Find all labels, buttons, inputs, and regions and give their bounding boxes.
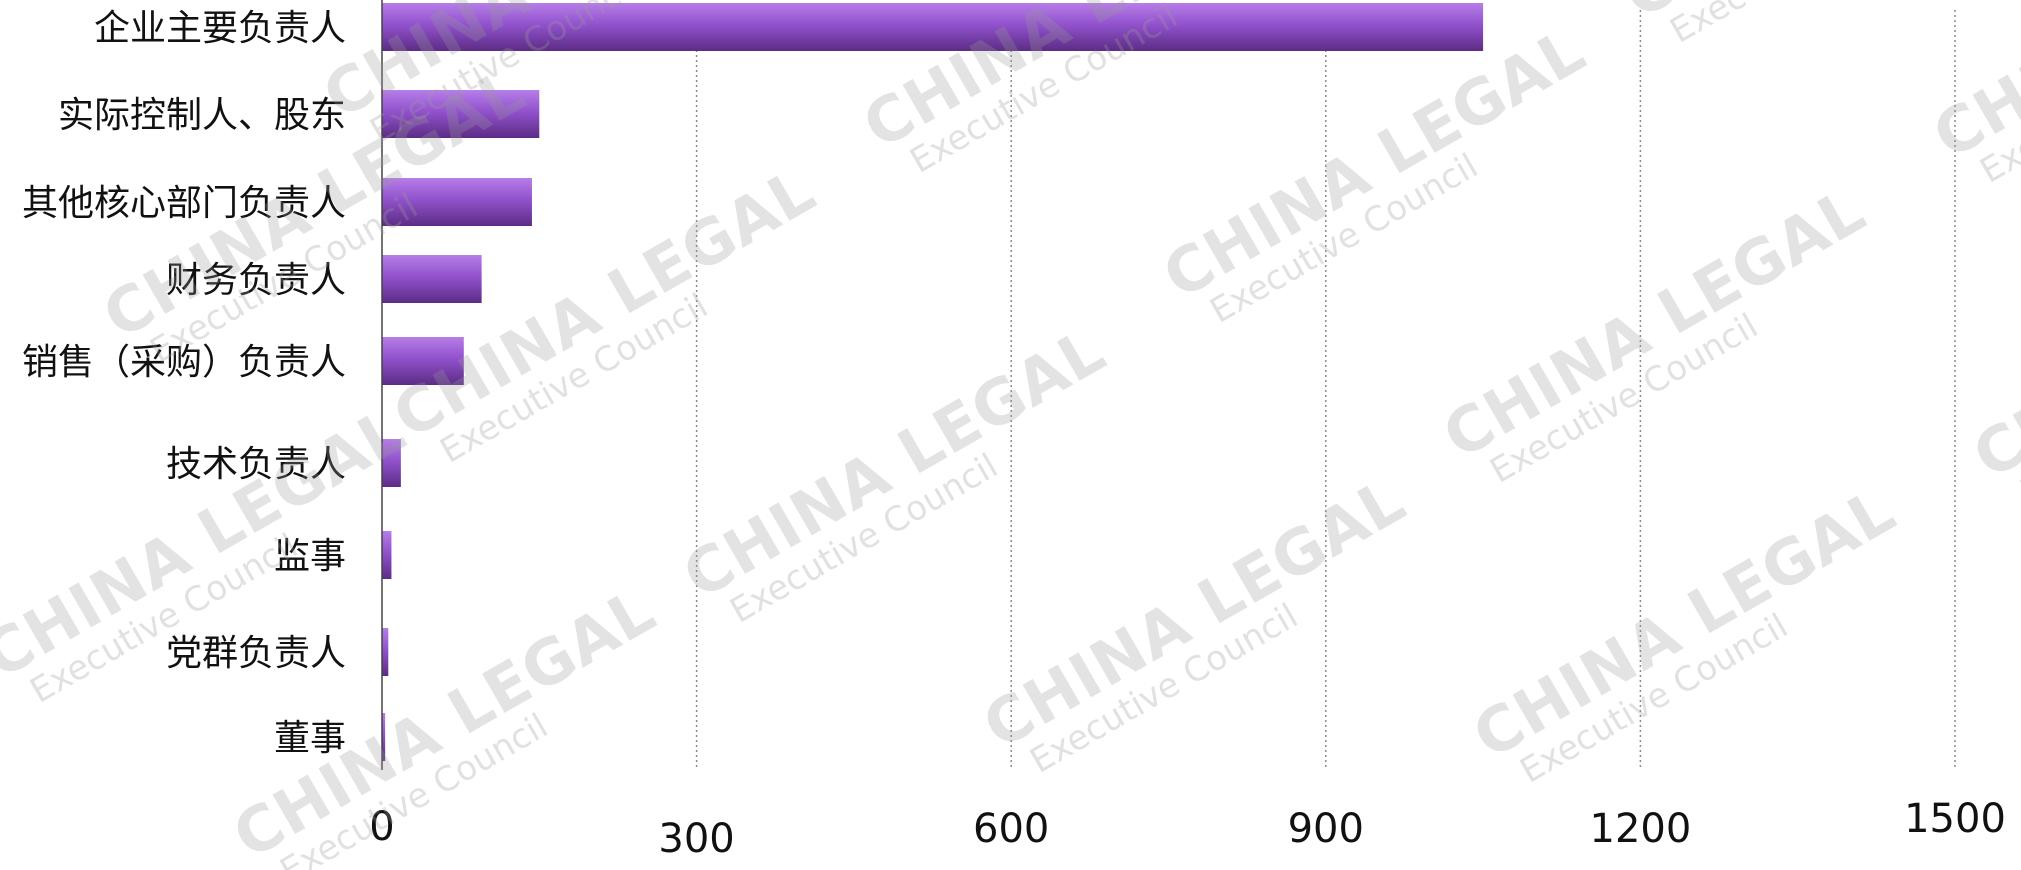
bar	[382, 531, 392, 579]
bar	[382, 628, 389, 676]
category-label: 企业主要负责人	[94, 8, 346, 49]
category-label: 销售（采购）负责人	[22, 342, 346, 383]
svg-text:CHINA LEGAL: CHINA LEGAL	[1151, 13, 1597, 313]
bar	[382, 255, 482, 303]
category-label: 实际控制人、股东	[58, 95, 346, 136]
category-label: 监事	[274, 536, 346, 577]
bar	[382, 90, 540, 138]
svg-text:CHINA LEGAL: CHINA LEGAL	[1461, 473, 1907, 773]
svg-text:CHINA LEGAL: CHINA LEGAL	[971, 463, 1417, 763]
x-tick-label: 1500	[1904, 796, 2006, 842]
svg-text:CHINA LEGAL: CHINA LEGAL	[671, 313, 1117, 613]
bar	[382, 178, 532, 226]
x-tick-label: 900	[1288, 806, 1364, 852]
svg-text:CHINA LEGAL: CHINA LEGAL	[1431, 173, 1877, 473]
x-tick-labels: 0 300 600 900 1200 1500	[369, 796, 2006, 862]
bar	[382, 3, 1484, 51]
x-tick-label: 600	[973, 806, 1049, 852]
svg-text:CHINA LEGAL: CHINA LEGAL	[1961, 193, 2021, 493]
x-tick-label: 1200	[1590, 806, 1692, 852]
x-tick-label: 300	[658, 816, 734, 862]
category-label: 党群负责人	[166, 633, 346, 674]
bar	[382, 337, 464, 385]
x-tick-label: 0	[369, 804, 394, 850]
bar	[382, 439, 401, 487]
bars	[382, 3, 1484, 761]
category-labels: 企业主要负责人实际控制人、股东其他核心部门负责人财务负责人销售（采购）负责人技术…	[22, 8, 346, 759]
category-label: 其他核心部门负责人	[22, 183, 346, 224]
category-label: 技术负责人	[166, 444, 346, 485]
bar	[382, 713, 386, 761]
grid-lines	[695, 10, 1956, 770]
svg-text:Executive Council: Executive Council	[1664, 0, 1945, 51]
category-label: 董事	[274, 718, 346, 759]
category-label: 财务负责人	[166, 260, 346, 301]
